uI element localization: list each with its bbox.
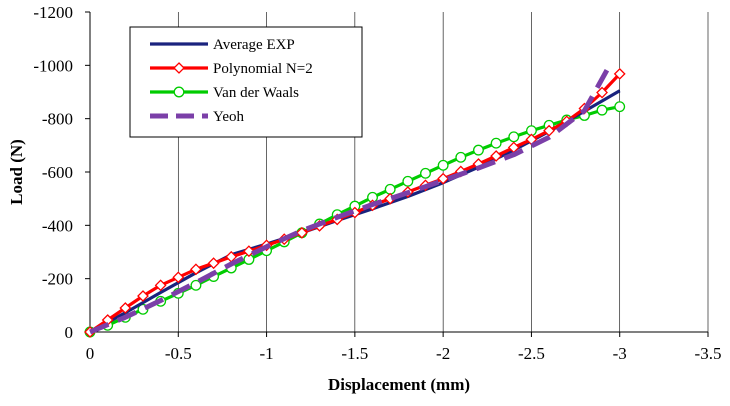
legend-entry-average-exp: Average EXP — [150, 37, 295, 53]
y-tick-label: -200 — [42, 270, 73, 289]
data-point-polynomial-n2 — [490, 150, 503, 162]
legend-marker — [173, 86, 185, 98]
y-tick-label: -800 — [42, 110, 73, 129]
data-point-polynomial-n2 — [437, 172, 450, 185]
series-line-yeoh — [89, 68, 610, 335]
x-tick-label: -1.5 — [341, 344, 368, 363]
data-point-van-der-waals — [420, 167, 431, 179]
axes: 0 -0.5 -1 -1.5 -2 -2.5 -3 -3.5 0 -200 -400 -600 -800… — [33, 3, 721, 363]
data-point-van-der-waals — [508, 131, 520, 143]
x-tick-label: -3.5 — [695, 344, 722, 363]
series-group — [84, 67, 626, 338]
data-point-van-der-waals — [473, 144, 484, 156]
legend: Average EXP Polynomial N=2 Van der Waals Ye… — [129, 26, 363, 138]
legend-label: Yeoh — [213, 109, 244, 125]
data-point-van-der-waals — [490, 137, 502, 149]
legend-entry-van-der-waals: Van der Waals — [150, 85, 299, 101]
data-point-polynomial-n2 — [207, 257, 220, 270]
data-point-van-der-waals — [596, 104, 608, 116]
legend-marker — [173, 62, 185, 74]
series-yeoh — [89, 68, 610, 335]
x-tick-label: -2.5 — [518, 344, 545, 363]
x-tick-label: -0.5 — [165, 344, 192, 363]
x-tick-label: -2 — [436, 344, 450, 363]
data-point-van-der-waals — [190, 279, 202, 291]
data-point-polynomial-n2 — [242, 245, 255, 258]
data-point-van-der-waals — [614, 101, 626, 113]
data-point-polynomial-n2 — [295, 226, 308, 239]
data-point-polynomial-n2 — [172, 271, 185, 284]
x-tick-label: -3 — [613, 344, 627, 363]
data-point-van-der-waals — [402, 175, 414, 187]
x-axis-title: Displacement (mm) — [328, 375, 470, 394]
data-point-van-der-waals — [455, 151, 467, 163]
y-tick-label: -1200 — [33, 3, 73, 22]
data-point-van-der-waals — [437, 159, 449, 171]
legend-label: Polynomial N=2 — [213, 61, 313, 77]
y-tick-label: -400 — [42, 216, 73, 235]
x-tick-label: 0 — [86, 344, 95, 363]
data-point-polynomial-n2 — [154, 279, 167, 292]
y-tick-label: 0 — [65, 323, 74, 342]
data-point-polynomial-n2 — [543, 124, 556, 137]
data-point-polynomial-n2 — [137, 290, 149, 302]
legend-entry-polynomial-n2: Polynomial N=2 — [150, 61, 313, 77]
data-point-polynomial-n2 — [596, 86, 608, 99]
legend-label: Average EXP — [213, 37, 295, 53]
y-axis-title: Load (N) — [7, 139, 26, 205]
y-tick-label: -1000 — [33, 56, 73, 75]
data-point-polynomial-n2 — [190, 263, 202, 276]
legend-label: Van der Waals — [213, 85, 299, 101]
legend-entry-yeoh: Yeoh — [150, 109, 244, 125]
data-point-polynomial-n2 — [119, 302, 132, 314]
data-point-van-der-waals — [384, 183, 396, 195]
y-tick-label: -600 — [42, 163, 73, 182]
x-tick-label: -1 — [259, 344, 273, 363]
data-point-polynomial-n2 — [613, 67, 626, 80]
